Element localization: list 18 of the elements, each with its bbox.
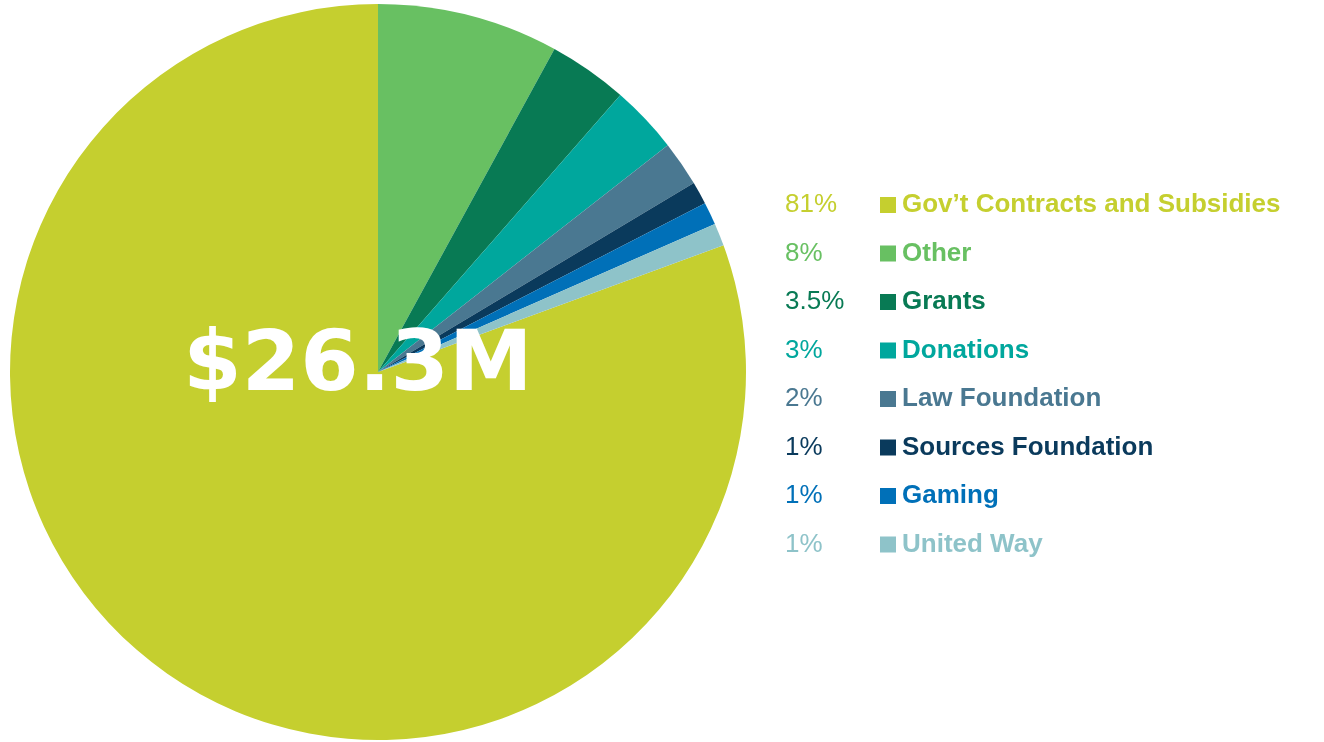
data-label: 81% [785, 187, 838, 218]
data-label: 3.5% [785, 284, 845, 315]
legend-label: Other [902, 236, 972, 267]
legend-label: Gov’t Contracts and Subsidies [902, 187, 1281, 218]
data-label: 1% [785, 478, 823, 509]
data-label: 3% [785, 333, 823, 364]
legend-label: Grants [902, 284, 986, 315]
data-label: 1% [785, 527, 823, 558]
legend-label: Gaming [902, 478, 999, 509]
text: $26.3M [183, 312, 533, 410]
data-label: 2% [785, 381, 823, 412]
legend-label: Sources Foundation [902, 430, 1154, 461]
legend-label: Donations [902, 333, 1030, 364]
pie-slice [10, 4, 746, 740]
data-label: 8% [785, 236, 823, 267]
legend-label: United Way [902, 527, 1044, 558]
data-label: 1% [785, 430, 823, 461]
legend-label: Law Foundation [902, 381, 1102, 412]
